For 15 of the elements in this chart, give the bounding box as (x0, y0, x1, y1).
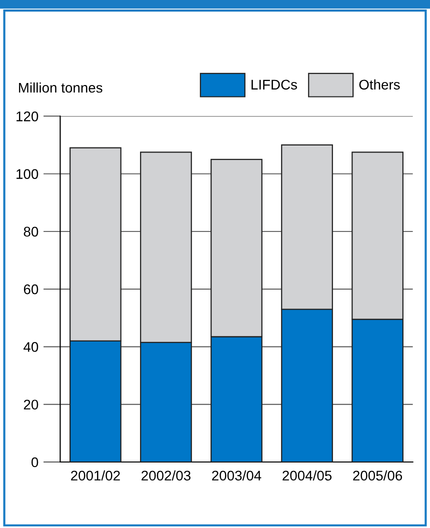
y-tick-label: 0 (31, 457, 38, 468)
y-tick-label: 120 (16, 111, 38, 122)
x-tick-label: 2001/02 (71, 470, 120, 481)
y-tick-label: 60 (24, 284, 38, 294)
y-tick-label: 20 (24, 400, 38, 410)
y-tick-label: 100 (16, 169, 38, 179)
y-tick-label: 40 (24, 342, 38, 352)
y-tick-label: 80 (24, 226, 38, 237)
x-tick-label: 2003/04 (212, 470, 262, 481)
legend-label: Others (359, 79, 400, 90)
y-axis-title: Million tonnes (19, 82, 102, 93)
x-tick-label: 2002/03 (142, 470, 190, 481)
x-tick-label: 2005/06 (353, 470, 402, 481)
legend-label: LIFDCs (252, 80, 298, 90)
x-tick-label: 2004/05 (282, 470, 332, 481)
